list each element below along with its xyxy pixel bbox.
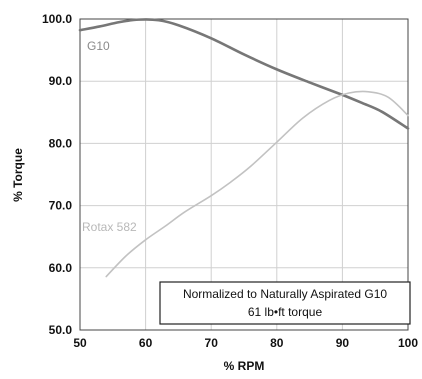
y-tick-label: 90.0 xyxy=(49,74,73,88)
series-layer xyxy=(78,18,410,278)
x-tick-label: 100 xyxy=(398,336,418,350)
y-tick-label: 80.0 xyxy=(49,136,73,150)
series-line-g10 xyxy=(78,18,410,130)
annotation-line-1: Normalized to Naturally Aspirated G10 xyxy=(183,287,387,301)
y-tick-label: 70.0 xyxy=(49,199,73,213)
plot-frame xyxy=(79,18,409,331)
y-tick-label: 60.0 xyxy=(49,261,73,275)
ticks-layer: 50 60 70 80 90 100 50.0 60.0 70.0 80.0 90.0 100.0 xyxy=(42,12,418,350)
y-tick-label: 100.0 xyxy=(42,12,72,26)
annotation-line-2: 61 lb•ft torque xyxy=(248,305,323,319)
series-label-g10: G10 xyxy=(87,39,110,53)
series-line-rotax-582 xyxy=(105,90,409,278)
x-tick-label: 50 xyxy=(73,336,87,350)
x-axis-title: % RPM xyxy=(224,359,265,373)
annotation-box: Normalized to Naturally Aspirated G10 61… xyxy=(159,281,411,325)
x-tick-label: 80 xyxy=(270,336,284,350)
series-label-rotax-582: Rotax 582 xyxy=(82,220,137,234)
x-tick-label: 90 xyxy=(336,336,350,350)
x-tick-label: 60 xyxy=(139,336,153,350)
x-tick-label: 70 xyxy=(205,336,219,350)
y-tick-label: 50.0 xyxy=(49,323,73,337)
y-axis-title: % Torque xyxy=(11,148,25,202)
